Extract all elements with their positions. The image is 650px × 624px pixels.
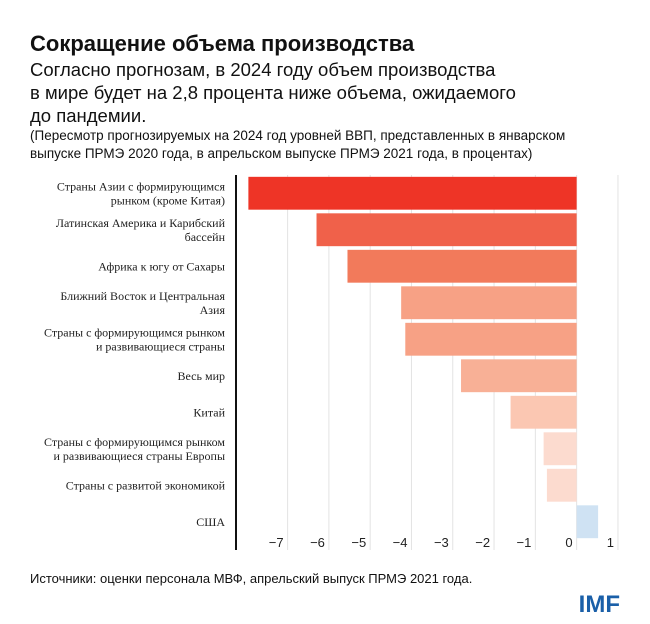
bar: [401, 286, 577, 320]
note: выпуске ПРМЭ 2020 года, в апрельском вып…: [30, 146, 532, 161]
y-tick-label: Весь мир: [178, 369, 225, 383]
label-line: и развивающиеся страны: [96, 339, 225, 353]
label-line: Страны с формирующимся рынком: [44, 435, 225, 449]
bar: [576, 505, 599, 539]
bar: [461, 359, 577, 393]
label-line: Азия: [200, 303, 226, 317]
x-tick-label: −2: [475, 535, 490, 550]
x-tick-label: 0: [565, 535, 572, 550]
label-line: Латинская Америка и Карибский: [56, 216, 226, 230]
y-tick-label: Страны с формирующимся рынком и развивающ…: [44, 435, 225, 463]
x-tick-label: −6: [310, 535, 325, 550]
bar: [347, 249, 577, 283]
label-line: Ближний Восток и Центральная: [60, 289, 225, 303]
x-tick-label: −4: [393, 535, 408, 550]
label-line: США: [196, 515, 225, 529]
label-line: Африка к югу от Сахары: [98, 259, 225, 273]
label-line: Страны с развитой экономикой: [66, 478, 226, 492]
bar: [546, 468, 577, 502]
y-tick-label: США: [196, 515, 225, 529]
label-line: Страны с формирующимся рынком: [44, 325, 225, 339]
y-tick-label: Китай: [193, 405, 225, 419]
y-tick-label: Страны Азии с формирующимся рынком (кроме…: [57, 179, 226, 207]
logo: IMF: [579, 591, 620, 618]
x-tick-label: −3: [434, 535, 449, 550]
bar: [405, 322, 577, 356]
x-tick-label: −7: [269, 535, 284, 550]
source: Источники: оценки персонала МВФ, апрельс…: [30, 571, 472, 586]
y-tick-label: Ближний Восток и Центральная Азия: [60, 289, 225, 317]
chart-title: Сокращение объема производства: [30, 31, 415, 56]
label-line: бассейн: [185, 230, 226, 244]
y-tick-label: Африка к югу от Сахары: [98, 259, 225, 273]
bar: [248, 176, 577, 210]
label-line: рынком (кроме Китая): [111, 193, 225, 207]
subtitle: в мире будет на 2,8 процента ниже объема…: [30, 82, 516, 103]
x-tick-label: −1: [517, 535, 532, 550]
x-tick-label: −5: [351, 535, 366, 550]
bar: [543, 432, 577, 466]
x-tick-label: 1: [607, 535, 614, 550]
label-line: Страны Азии с формирующимся: [57, 179, 226, 193]
y-tick-label: Страны с формирующимся рынком и развивающ…: [44, 325, 225, 353]
label-line: и развивающиеся страны Европы: [53, 449, 225, 463]
y-tick-label: Латинская Америка и Карибский бассейн: [56, 216, 226, 244]
y-tick-label: Страны с развитой экономикой: [66, 478, 226, 492]
subtitle: Согласно прогнозам, в 2024 году объем пр…: [30, 59, 496, 80]
note: (Пересмотр прогнозируемых на 2024 год ур…: [30, 128, 565, 143]
bar: [316, 213, 577, 247]
subtitle: до пандемии.: [30, 105, 146, 126]
label-line: Весь мир: [178, 369, 225, 383]
bar: [510, 395, 577, 429]
label-line: Китай: [193, 405, 225, 419]
